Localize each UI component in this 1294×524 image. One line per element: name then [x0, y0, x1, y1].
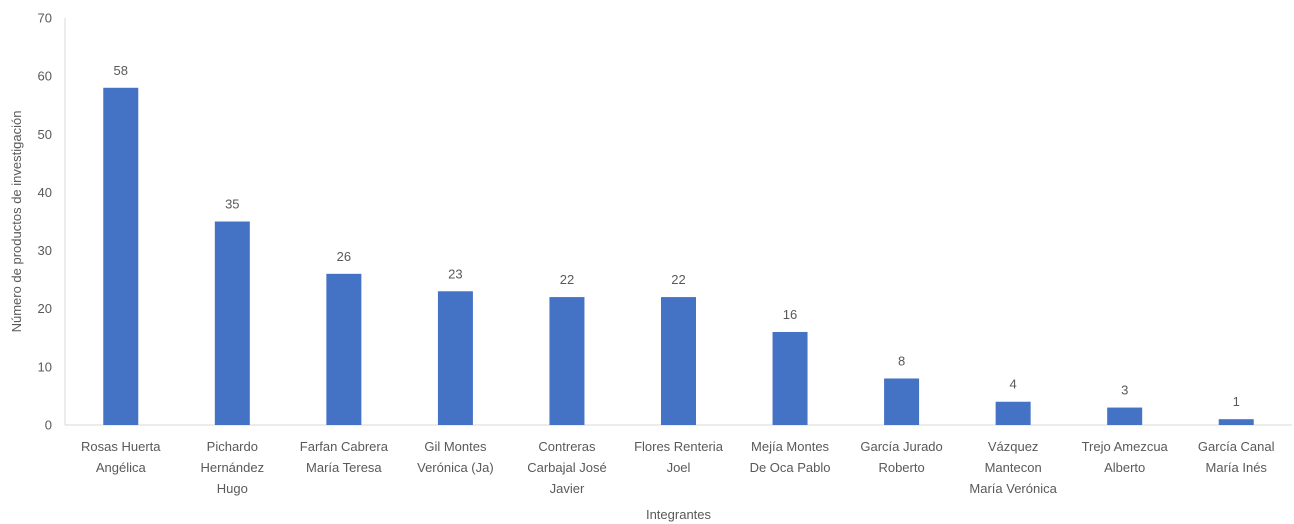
data-label: 16 — [783, 307, 797, 322]
category-label: Contreras Carbajal José Javier — [527, 439, 607, 496]
bar — [995, 401, 1031, 425]
bar — [661, 297, 696, 425]
bar — [1218, 419, 1254, 425]
bars-group — [103, 87, 1254, 426]
y-tick-label: 10 — [38, 359, 52, 374]
y-tick-label: 30 — [38, 243, 52, 258]
data-label: 26 — [337, 249, 351, 264]
bar — [326, 273, 362, 425]
y-tick-label: 40 — [38, 185, 52, 200]
y-tick-label: 0 — [45, 418, 52, 433]
x-axis-title: Integrantes — [646, 507, 712, 522]
category-label: García Jurado Roberto — [860, 439, 942, 475]
bar — [549, 297, 585, 425]
y-axis-title: Número de productos de investigación — [9, 111, 24, 333]
bar — [103, 87, 139, 426]
data-label: 4 — [1010, 377, 1017, 392]
category-label: Vázquez Mantecon María Verónica — [969, 439, 1057, 496]
data-label: 3 — [1121, 383, 1128, 398]
category-label: García Canal María Inés — [1198, 439, 1275, 475]
data-label: 8 — [898, 353, 905, 368]
category-labels-group: Rosas Huerta Angélica Pichardo Hernández Hug… — [81, 439, 1275, 496]
y-axis-ticks: 0 10 20 30 40 50 60 70 — [38, 11, 52, 433]
bar — [1107, 407, 1143, 425]
y-tick-label: 70 — [38, 11, 52, 26]
data-label: 58 — [114, 63, 128, 78]
bar — [884, 378, 920, 425]
category-label: Gil Montes Verónica (Ja) — [417, 439, 494, 475]
bar — [772, 331, 808, 425]
data-label: 35 — [225, 197, 239, 212]
data-label: 22 — [560, 272, 574, 287]
data-label: 23 — [448, 266, 462, 281]
data-label: 22 — [671, 272, 685, 287]
category-label: Pichardo Hernández Hugo — [201, 439, 265, 496]
data-labels-group: 58 35 26 23 22 22 16 8 4 3 1 — [114, 63, 1240, 409]
category-label: Mejía Montes De Oca Pablo — [750, 439, 831, 475]
bar — [214, 221, 250, 425]
category-label: Trejo Amezcua Alberto — [1082, 439, 1169, 475]
category-label: Rosas Huerta Angélica — [81, 439, 161, 475]
data-label: 1 — [1233, 394, 1240, 409]
category-label: Farfan Cabrera María Teresa — [300, 439, 389, 475]
y-tick-label: 20 — [38, 301, 52, 316]
y-tick-label: 60 — [38, 69, 52, 84]
bar — [437, 291, 473, 425]
y-tick-label: 50 — [38, 127, 52, 142]
category-label: Flores Renteria Joel — [634, 439, 724, 475]
